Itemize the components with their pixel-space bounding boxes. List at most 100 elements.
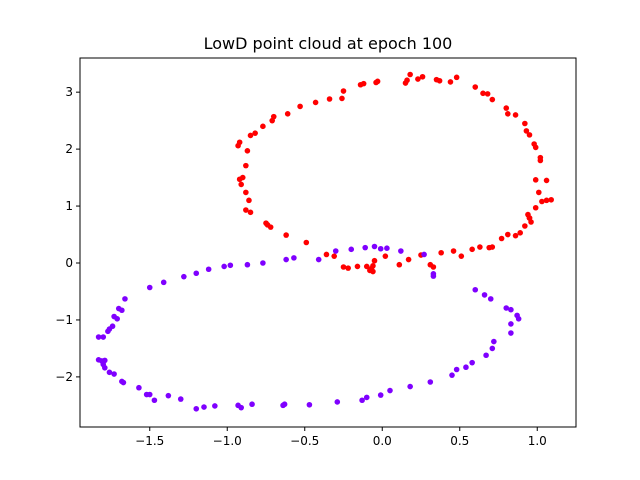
data-point — [472, 286, 479, 293]
data-point — [334, 399, 341, 405]
data-point — [505, 231, 511, 238]
data-point — [407, 383, 413, 390]
series-1 — [95, 243, 522, 412]
data-point — [260, 123, 266, 130]
data-point — [522, 223, 528, 229]
data-point — [269, 117, 276, 124]
x-tick-label: −0.5 — [290, 434, 319, 448]
x-tick-label: −1.0 — [213, 434, 242, 448]
data-point — [283, 256, 289, 263]
data-point — [291, 255, 297, 261]
data-point — [252, 130, 258, 136]
data-point — [472, 84, 479, 90]
data-point — [515, 316, 522, 322]
y-tick-label: 2 — [65, 142, 73, 156]
data-point — [354, 263, 361, 270]
x-tick-label: −1.5 — [135, 434, 164, 448]
data-point — [371, 257, 378, 264]
data-point — [363, 394, 370, 401]
data-point — [315, 256, 322, 263]
data-point — [280, 402, 286, 409]
data-point — [357, 81, 364, 88]
data-point — [382, 253, 389, 259]
data-point — [95, 357, 102, 363]
data-point — [160, 279, 167, 286]
data-point — [450, 248, 457, 254]
data-point — [100, 334, 107, 340]
data-point — [377, 245, 384, 252]
data-point — [151, 397, 158, 404]
data-point — [396, 261, 403, 268]
data-point — [505, 111, 511, 117]
y-axis: −2 −1 0 1 2 3 — [55, 85, 80, 384]
data-point — [523, 128, 530, 134]
data-point — [306, 401, 313, 408]
data-point — [487, 296, 494, 302]
data-point — [193, 270, 200, 277]
data-point — [238, 181, 244, 188]
y-tick-label: −1 — [55, 313, 73, 327]
x-tick-label: 1.0 — [528, 434, 547, 448]
data-point — [407, 71, 413, 78]
data-point — [387, 387, 393, 394]
data-point — [438, 249, 444, 256]
data-point — [247, 209, 254, 216]
data-point — [340, 264, 347, 270]
data-point — [543, 197, 550, 204]
data-point — [447, 79, 454, 85]
data-point — [539, 198, 545, 205]
data-point — [489, 345, 496, 352]
data-point — [517, 230, 523, 236]
data-point — [235, 142, 241, 149]
data-point — [525, 211, 531, 218]
data-point — [373, 79, 379, 86]
data-point — [398, 248, 404, 254]
data-point — [405, 256, 412, 263]
data-point — [508, 330, 514, 336]
series-0 — [235, 71, 554, 275]
data-point — [489, 244, 496, 250]
data-point — [283, 232, 289, 238]
data-point — [297, 103, 303, 110]
data-point — [102, 357, 108, 364]
data-point — [508, 306, 514, 313]
data-point — [370, 263, 376, 269]
data-point — [205, 266, 212, 273]
data-point — [537, 154, 544, 161]
data-point — [111, 371, 117, 377]
data-point — [111, 313, 117, 320]
data-point — [212, 403, 218, 409]
data-point — [340, 88, 347, 94]
data-point — [503, 105, 510, 111]
data-point — [246, 197, 252, 204]
data-point — [402, 80, 409, 86]
data-point — [427, 379, 434, 385]
data-point — [303, 239, 310, 246]
data-point — [532, 177, 539, 183]
data-point — [247, 132, 254, 139]
data-point — [119, 378, 125, 385]
data-point — [339, 95, 345, 102]
data-point — [453, 74, 460, 81]
data-point — [348, 246, 355, 253]
y-tick-label: 1 — [65, 199, 73, 213]
x-axis: −1.5 −1.0 −0.5 0.0 0.5 1.0 — [135, 427, 547, 448]
data-point — [436, 77, 443, 84]
data-point — [463, 364, 469, 371]
y-tick-label: 0 — [65, 256, 73, 270]
data-point — [415, 76, 421, 82]
data-point — [326, 96, 333, 102]
plot-frame — [79, 57, 577, 428]
data-point — [483, 352, 489, 359]
data-point — [484, 91, 491, 97]
data-point — [362, 244, 369, 251]
data-point — [244, 261, 251, 268]
data-point — [421, 251, 427, 258]
y-tick-label: 3 — [65, 85, 73, 99]
data-point — [136, 384, 142, 391]
data-point — [543, 177, 550, 184]
data-point — [548, 196, 554, 203]
data-point — [312, 99, 319, 106]
